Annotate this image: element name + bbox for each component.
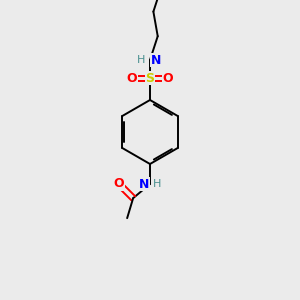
Text: O: O bbox=[127, 71, 137, 85]
Text: N: N bbox=[139, 178, 149, 190]
Text: O: O bbox=[163, 71, 173, 85]
Text: N: N bbox=[151, 53, 161, 67]
Text: S: S bbox=[146, 71, 154, 85]
Text: H: H bbox=[136, 55, 145, 65]
Text: O: O bbox=[114, 178, 124, 190]
Text: H: H bbox=[153, 179, 161, 189]
